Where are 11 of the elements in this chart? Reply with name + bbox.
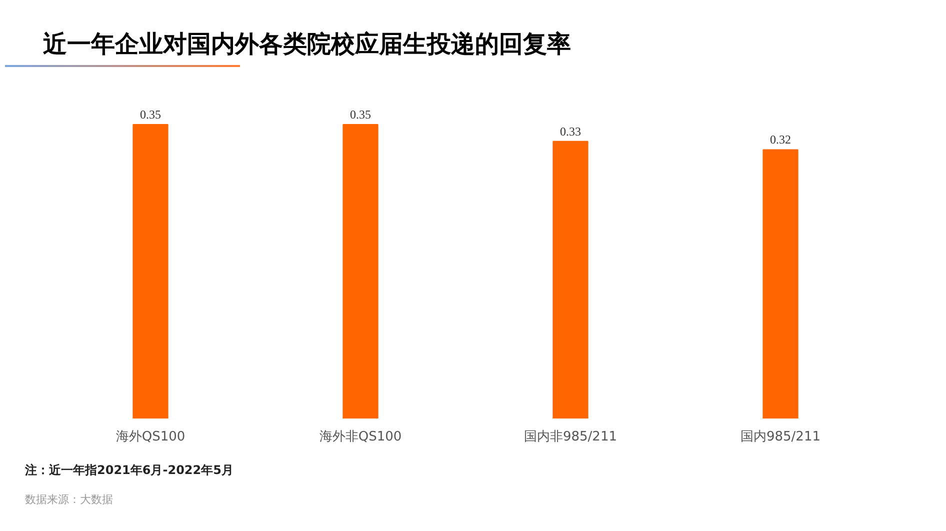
x-tick-label: 国内985/211	[740, 430, 821, 444]
text: 注：近一年指2021年6月-2022年5月	[25, 462, 234, 479]
chart-title: 近一年企业对国内外各类院校应届生投递的回复率	[43, 29, 571, 60]
x-tick-label: 国内非985/211	[524, 430, 618, 444]
source-note: 数据来源：大数据	[25, 492, 113, 508]
data-label: 0.32	[770, 132, 791, 147]
data-label: 0.35	[140, 108, 161, 122]
data-label: 0.33	[560, 124, 581, 138]
x-tick-label: 海外非QS100	[319, 430, 402, 444]
data-label: 0.35	[350, 108, 371, 122]
x-tick-label: 海外QS100	[116, 430, 186, 444]
